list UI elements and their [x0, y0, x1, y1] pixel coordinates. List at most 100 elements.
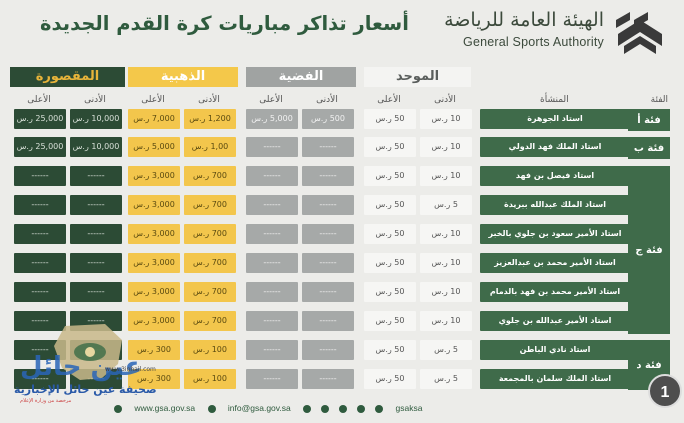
- silver-high-price: ------: [246, 282, 298, 302]
- silver-low-price: ------: [302, 311, 354, 331]
- watermark-subtitle: صحيفة عين حائل الإخبارية: [14, 383, 157, 396]
- subheader-category: الفئة: [650, 95, 668, 105]
- silver-low-price: ------: [302, 195, 354, 215]
- group-header-gold: الذهبية: [128, 67, 238, 87]
- category-b: فئة ب: [628, 137, 670, 159]
- gold-low-price: 1,00 ر.س: [184, 137, 236, 157]
- page-title: أسعار تذاكر مباريات كرة القدم الجديدة: [40, 12, 409, 35]
- mail-icon: [207, 404, 216, 413]
- unified-high-price: 50 ر.س: [364, 253, 416, 273]
- stadium-name: استاد الأمير محمد بن فهد بالدمام: [480, 282, 630, 302]
- gold-low-price: 100 ر.س: [184, 369, 236, 389]
- gold-high-price: 5,000 ر.س: [128, 137, 180, 157]
- gold-low-price: 700 ر.س: [184, 166, 236, 186]
- globe-icon: [114, 404, 122, 413]
- silver-low-price: 500 ر.س: [302, 109, 354, 129]
- group-header-maqsoura: المقصورة: [10, 67, 125, 87]
- subheader-fid-low: الأدنى: [316, 95, 338, 105]
- silver-high-price: ------: [246, 340, 298, 360]
- unified-low-price: 10 ر.س: [420, 137, 472, 157]
- group-header-silver: الفضية: [246, 67, 356, 87]
- subheader-muw-high: الأعلى: [377, 95, 401, 105]
- gold-low-price: 700 ر.س: [184, 195, 236, 215]
- silver-high-price: 5,000 ر.س: [246, 109, 298, 129]
- unified-high-price: 50 ر.س: [364, 109, 416, 129]
- gold-low-price: 100 ر.س: [184, 340, 236, 360]
- unified-low-price: 5 ر.س: [420, 340, 472, 360]
- unified-low-price: 10 ر.س: [420, 282, 472, 302]
- silver-high-price: ------: [246, 195, 298, 215]
- subheader-dha-low: الأدنى: [198, 95, 220, 105]
- footer: www.gsa.gov.sa info@gsa.gov.sa gsaksa: [114, 403, 432, 413]
- unified-high-price: 50 ر.س: [364, 369, 416, 389]
- unified-high-price: 50 ر.س: [364, 224, 416, 244]
- page-number-badge: 1: [648, 374, 682, 408]
- unified-high-price: 50 ر.س: [364, 282, 416, 302]
- gold-high-price: 3,000 ر.س: [128, 311, 180, 331]
- silver-high-price: ------: [246, 369, 298, 389]
- maq-low-price: ------: [70, 253, 122, 273]
- maq-high-price: 25,000 ر.س: [14, 137, 66, 157]
- maq-low-price: ------: [70, 195, 122, 215]
- unified-high-price: 50 ر.س: [364, 195, 416, 215]
- youtube-icon[interactable]: [357, 404, 366, 413]
- stadium-name: استاد الملك سلمان بالمجمعة: [480, 369, 630, 389]
- gold-low-price: 1,200 ر.س: [184, 109, 236, 129]
- stadium-name: استاد الأمير عبدالله بن جلوي: [480, 311, 630, 331]
- org-name-en: General Sports Authority: [463, 35, 604, 49]
- silver-low-price: ------: [302, 253, 354, 273]
- subheader-stadium: المنشأة: [540, 95, 569, 105]
- unified-low-price: 5 ر.س: [420, 195, 472, 215]
- subheader-fid-high: الأعلى: [259, 95, 283, 105]
- unified-low-price: 10 ر.س: [420, 224, 472, 244]
- silver-low-price: ------: [302, 340, 354, 360]
- maq-high-price: ------: [14, 253, 66, 273]
- maq-high-price: ------: [14, 340, 66, 360]
- gold-high-price: 300 ر.س: [128, 340, 180, 360]
- silver-high-price: ------: [246, 166, 298, 186]
- silver-high-price: ------: [246, 253, 298, 273]
- watermark-note: مرخصة من وزارة الإعلام: [20, 398, 72, 404]
- silver-low-price: ------: [302, 166, 354, 186]
- gold-low-price: 700 ر.س: [184, 253, 236, 273]
- maq-high-price: ------: [14, 282, 66, 302]
- unified-high-price: 50 ر.س: [364, 137, 416, 157]
- stadium-name: استاد الأمير محمد بن عبدالعزيز: [480, 253, 630, 273]
- maq-low-price: ------: [70, 282, 122, 302]
- silver-low-price: ------: [302, 224, 354, 244]
- unified-high-price: 50 ر.س: [364, 166, 416, 186]
- twitter-icon[interactable]: [321, 404, 330, 413]
- maq-low-price: ------: [70, 166, 122, 186]
- subheader-muw-low: الأدنى: [434, 95, 456, 105]
- watermark-name: عين حائل: [20, 352, 143, 382]
- footer-website[interactable]: www.gsa.gov.sa: [134, 403, 196, 413]
- instagram-icon[interactable]: [339, 404, 348, 413]
- category-c: فئة ج: [628, 166, 670, 334]
- subheader-maq-high: الأعلى: [27, 95, 51, 105]
- subheader-dha-high: الأعلى: [141, 95, 165, 105]
- stadium-name: استاد نادي الباطن: [480, 340, 630, 360]
- facebook-icon[interactable]: [303, 404, 312, 413]
- silver-high-price: ------: [246, 311, 298, 331]
- stadium-name: استاد الأمير سعود بن جلوي بالخبر: [480, 224, 630, 244]
- maq-high-price: ------: [14, 166, 66, 186]
- snapchat-icon[interactable]: [375, 404, 384, 413]
- gsa-logo-icon: [616, 12, 662, 54]
- maq-high-price: 25,000 ر.س: [14, 109, 66, 129]
- footer-social-handle[interactable]: gsaksa: [395, 403, 423, 413]
- silver-low-price: ------: [302, 282, 354, 302]
- silver-low-price: ------: [302, 137, 354, 157]
- maq-low-price: 10,000 ر.س: [70, 137, 122, 157]
- unified-low-price: 10 ر.س: [420, 166, 472, 186]
- footer-email[interactable]: info@gsa.gov.sa: [227, 403, 291, 413]
- maq-high-price: ------: [14, 369, 66, 389]
- maq-low-price: 10,000 ر.س: [70, 109, 122, 129]
- maq-low-price: ------: [70, 224, 122, 244]
- stadium-name: استاد الملك عبدالله ببريدة: [480, 195, 630, 215]
- group-header-unified: الموحد: [364, 67, 471, 87]
- unified-high-price: 50 ر.س: [364, 340, 416, 360]
- gold-high-price: 3,000 ر.س: [128, 166, 180, 186]
- maq-high-price: ------: [14, 195, 66, 215]
- stadium-name: استاد الملك فهد الدولي: [480, 137, 630, 157]
- gold-low-price: 700 ر.س: [184, 311, 236, 331]
